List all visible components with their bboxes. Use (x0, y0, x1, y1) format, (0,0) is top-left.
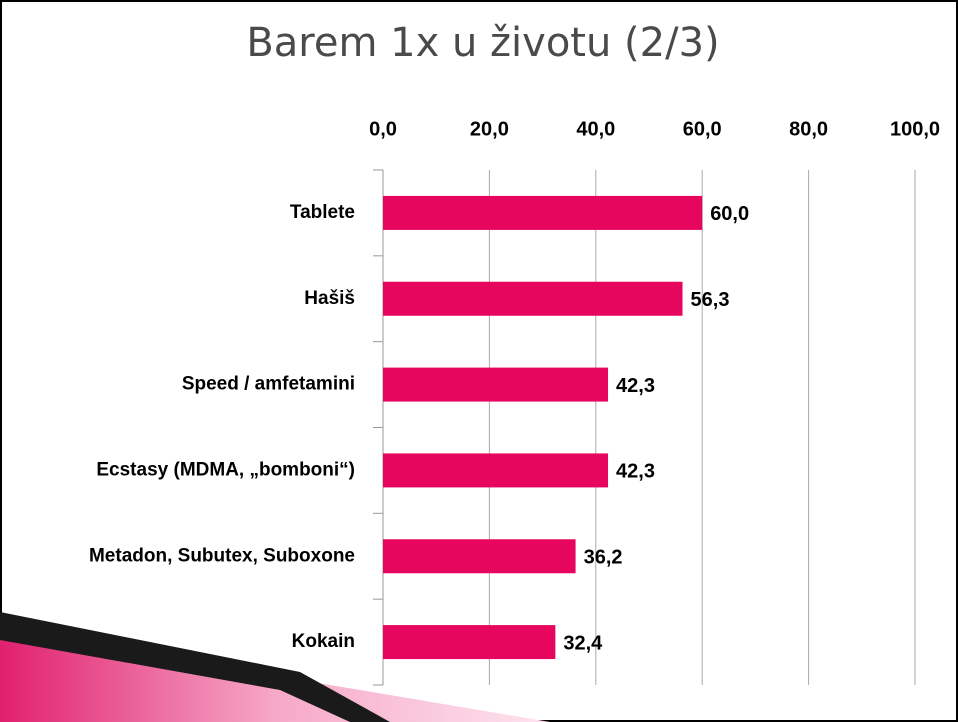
x-tick-label: 80,0 (789, 118, 828, 140)
bar (383, 367, 609, 402)
x-tick-label: 40,0 (576, 118, 615, 140)
category-label: Tablete (290, 202, 355, 223)
x-tick-label: 20,0 (470, 118, 509, 140)
decoration-edge (0, 612, 390, 722)
bar (383, 195, 703, 230)
x-tick-label: 100,0 (890, 118, 940, 140)
value-label: 56,3 (691, 289, 730, 311)
bar (383, 453, 609, 488)
bar (383, 539, 576, 574)
category-label: Metadon, Subutex, Suboxone (89, 545, 355, 566)
chart-title: Barem 1x u životu (2/3) (246, 20, 719, 66)
bar (383, 281, 683, 316)
value-label: 42,3 (616, 375, 655, 397)
value-label: 60,0 (710, 203, 749, 225)
category-label: Speed / amfetamini (182, 374, 355, 395)
category-label: Ecstasy (MDMA, „bomboni“) (96, 459, 355, 480)
value-label: 36,2 (584, 547, 623, 569)
x-tick-label: 0,0 (369, 118, 397, 140)
bar (383, 625, 556, 660)
x-tick-label: 60,0 (683, 118, 722, 140)
value-label: 32,4 (563, 632, 603, 654)
category-label: Hašiš (304, 288, 355, 309)
value-label: 42,3 (616, 461, 655, 483)
category-label: Kokain (292, 631, 355, 652)
